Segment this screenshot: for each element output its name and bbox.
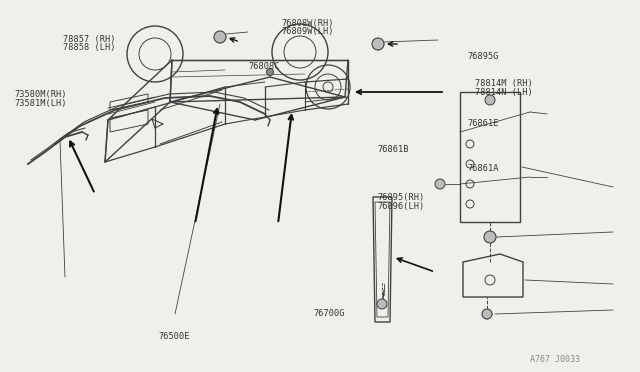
Text: 73580M(RH): 73580M(RH): [14, 90, 67, 99]
Circle shape: [435, 179, 445, 189]
Text: 76808C: 76808C: [248, 62, 280, 71]
Text: 76895(RH): 76895(RH): [378, 193, 425, 202]
Text: A767 J0033: A767 J0033: [530, 356, 580, 365]
Text: 76808W(RH): 76808W(RH): [282, 19, 334, 28]
Text: 76861B: 76861B: [378, 145, 409, 154]
Circle shape: [214, 31, 226, 43]
Circle shape: [372, 38, 384, 50]
Circle shape: [266, 68, 273, 76]
Text: 76896(LH): 76896(LH): [378, 202, 425, 211]
Text: 76700G: 76700G: [314, 309, 345, 318]
Text: 76500E: 76500E: [159, 332, 190, 341]
Text: 76861E: 76861E: [467, 119, 499, 128]
Circle shape: [482, 309, 492, 319]
Text: 78857 (RH): 78857 (RH): [63, 35, 115, 44]
Text: 78814N (LH): 78814N (LH): [475, 88, 532, 97]
Text: 73581M(LH): 73581M(LH): [14, 99, 67, 108]
Text: 78858 (LH): 78858 (LH): [63, 43, 115, 52]
Text: 76861A: 76861A: [467, 164, 499, 173]
Text: 76895G: 76895G: [467, 52, 499, 61]
Circle shape: [484, 231, 496, 243]
Text: 78814M (RH): 78814M (RH): [475, 79, 532, 88]
Circle shape: [377, 299, 387, 309]
Circle shape: [485, 95, 495, 105]
Text: 76809W(LH): 76809W(LH): [282, 27, 334, 36]
